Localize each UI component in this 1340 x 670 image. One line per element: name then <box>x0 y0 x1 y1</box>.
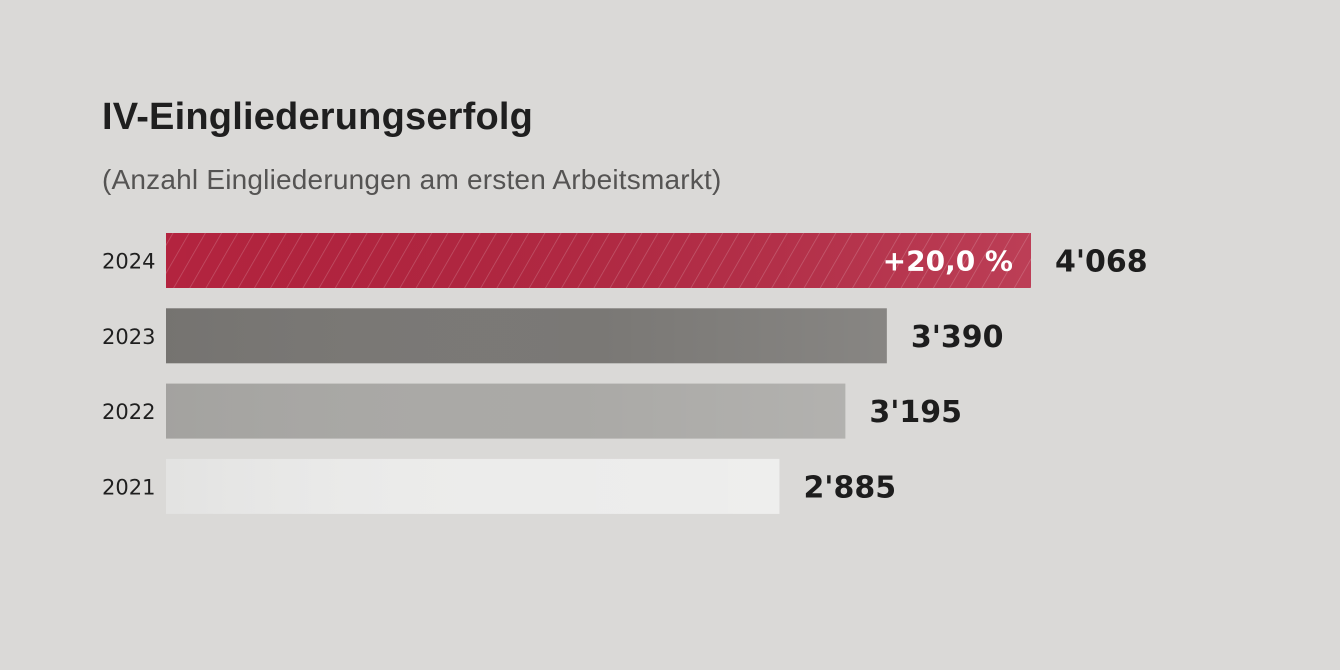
bar-shade-2022 <box>166 383 846 439</box>
category-label-2022: 2022 <box>102 400 155 424</box>
category-label-2021: 2021 <box>102 475 155 499</box>
bar-hatch-2024 <box>166 233 1031 288</box>
bars-group: 2024 +20,0 % 4'068 2023 3'390 2022 3'195 2021 2'… <box>102 233 1148 514</box>
category-label-2024: 2024 <box>102 250 155 274</box>
bar-shade-2023 <box>166 308 887 364</box>
chart-subtitle: (Anzahl Eingliederungen am ersten Arbeit… <box>102 164 722 195</box>
value-label-2022: 3'195 <box>869 395 962 430</box>
annotation-2024: +20,0 % <box>883 245 1013 278</box>
value-label-2023: 3'390 <box>911 320 1004 355</box>
bar-shade-2021 <box>166 458 780 514</box>
chart-title: IV-Eingliederungserfolg <box>102 96 534 138</box>
value-label-2024: 4'068 <box>1055 245 1148 280</box>
category-label-2023: 2023 <box>102 325 155 349</box>
value-label-2021: 2'885 <box>803 470 896 505</box>
